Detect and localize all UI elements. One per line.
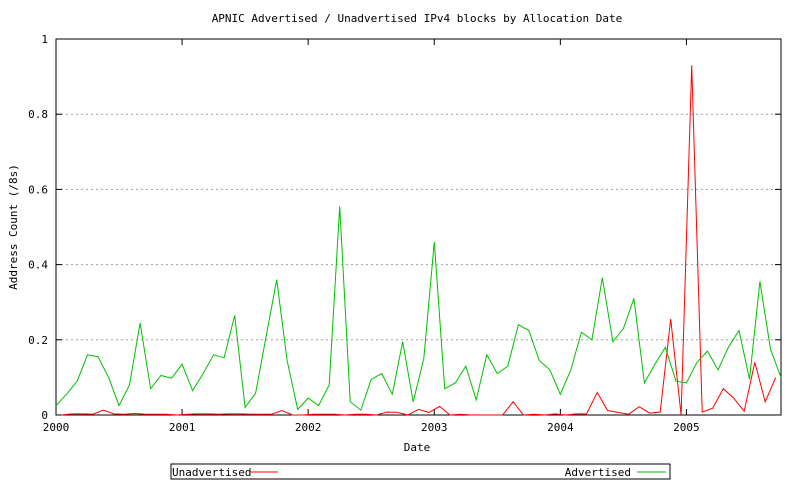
y-axis: 0 0.2 0.4 0.6 0.8 1	[28, 33, 781, 422]
y-tick-label: 0.6	[28, 183, 48, 196]
x-axis-label: Date	[404, 441, 431, 454]
y-tick-label: 0.2	[28, 334, 48, 347]
x-tick-label: 2002	[295, 421, 322, 434]
grid-lines	[56, 113, 781, 341]
series-line-unadvertised	[61, 65, 777, 416]
chart-title: APNIC Advertised / Unadvertised IPv4 blo…	[212, 12, 623, 25]
y-tick-label: 0	[41, 409, 48, 422]
series-lines	[55, 65, 782, 416]
x-tick-label: 2001	[169, 421, 196, 434]
x-tick-label: 2000	[43, 421, 70, 434]
series-line-advertised	[55, 206, 782, 411]
legend-box	[170, 463, 671, 480]
x-axis: 2000 2001 2002 2003 2004 2005	[43, 39, 700, 434]
y-tick-label: 1	[41, 33, 48, 46]
x-tick-label: 2005	[673, 421, 700, 434]
legend-label-advertised: Advertised	[565, 466, 631, 479]
x-tick-label: 2004	[547, 421, 574, 434]
legend-label-unadvertised: Unadvertised	[172, 466, 251, 479]
y-tick-label: 0.8	[28, 108, 48, 121]
y-axis-label: Address Count (/8s)	[7, 164, 20, 290]
plot-frame	[55, 38, 782, 416]
y-tick-label: 0.4	[28, 259, 48, 272]
x-tick-label: 2003	[421, 421, 448, 434]
legend: Unadvertised Advertised	[170, 463, 671, 480]
